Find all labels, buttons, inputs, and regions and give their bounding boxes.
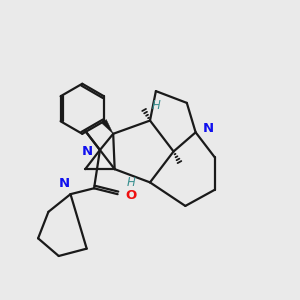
Text: N: N xyxy=(203,122,214,135)
Text: N: N xyxy=(58,177,70,190)
Text: H: H xyxy=(126,176,135,189)
Text: O: O xyxy=(125,188,136,202)
Text: N: N xyxy=(82,145,93,158)
Text: H: H xyxy=(152,99,160,112)
Polygon shape xyxy=(102,119,113,134)
